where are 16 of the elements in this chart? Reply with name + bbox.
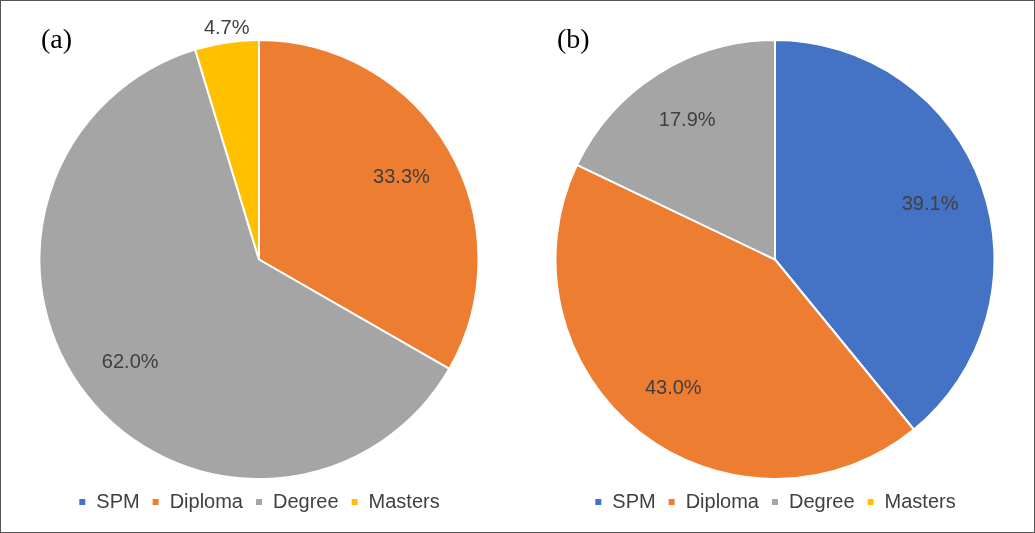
data-label: 33.3% (373, 164, 431, 187)
legend-label: Masters (884, 489, 956, 512)
legend-label: Diploma (169, 489, 244, 512)
legend-label: Diploma (685, 489, 760, 512)
data-label: 4.7% (203, 15, 250, 38)
chart-title: (b) (557, 23, 590, 55)
chart-title: (a) (41, 23, 73, 55)
data-label: 39.1% (901, 191, 959, 214)
legend-label: Degree (788, 489, 855, 512)
data-label: 43.0% (644, 376, 702, 399)
data-label: 62.0% (101, 349, 159, 372)
legend-label: SPM (612, 489, 656, 512)
legend-label: Masters (368, 489, 440, 512)
legend-label: SPM (96, 489, 140, 512)
data-label: 17.9% (658, 107, 716, 130)
legend-label: Degree (272, 489, 339, 512)
